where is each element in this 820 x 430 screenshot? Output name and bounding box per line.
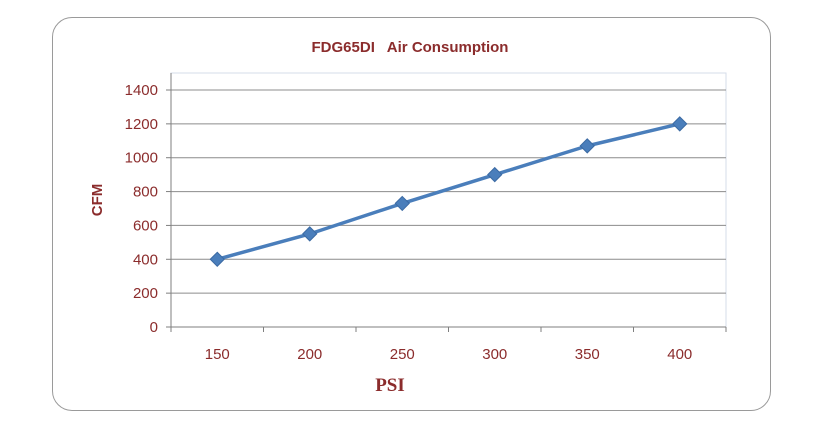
data-point-marker [487,166,503,183]
y-tick-label: 800 [133,184,158,201]
y-tick-label: 200 [133,285,158,302]
y-tick-label: 1000 [125,150,158,167]
plot-area [170,72,727,328]
y-axis: 0 200 400 600 800 1000 1200 1400 [125,73,172,336]
x-tick-label: 300 [482,346,507,363]
y-tick-label: 600 [133,217,158,234]
y-tick-label: 1200 [125,116,158,133]
x-tick-label: 350 [575,346,600,363]
x-axis-label: PSI [375,375,405,396]
data-series [209,116,688,267]
x-tick-label: 200 [297,346,322,363]
data-point-marker [302,226,318,242]
y-axis-label: CFM [89,184,106,217]
gridlines [171,89,726,328]
data-point-marker [672,116,688,132]
x-tick-label: 150 [205,346,230,363]
y-tick-label: 400 [133,251,158,268]
chart-frame [52,17,771,411]
x-tick-label: 400 [667,346,692,363]
series-line [216,122,681,261]
data-point-marker [209,251,225,267]
y-tick-label: 0 [150,319,158,336]
x-tick-label: 250 [390,346,415,363]
data-point-marker [579,138,595,154]
y-tick-label: 1400 [125,82,158,99]
chart-title: FDG65DI Air Consumption [312,39,509,56]
data-point-marker [394,195,410,212]
x-axis: 150 200 250 300 350 400 [170,327,727,363]
